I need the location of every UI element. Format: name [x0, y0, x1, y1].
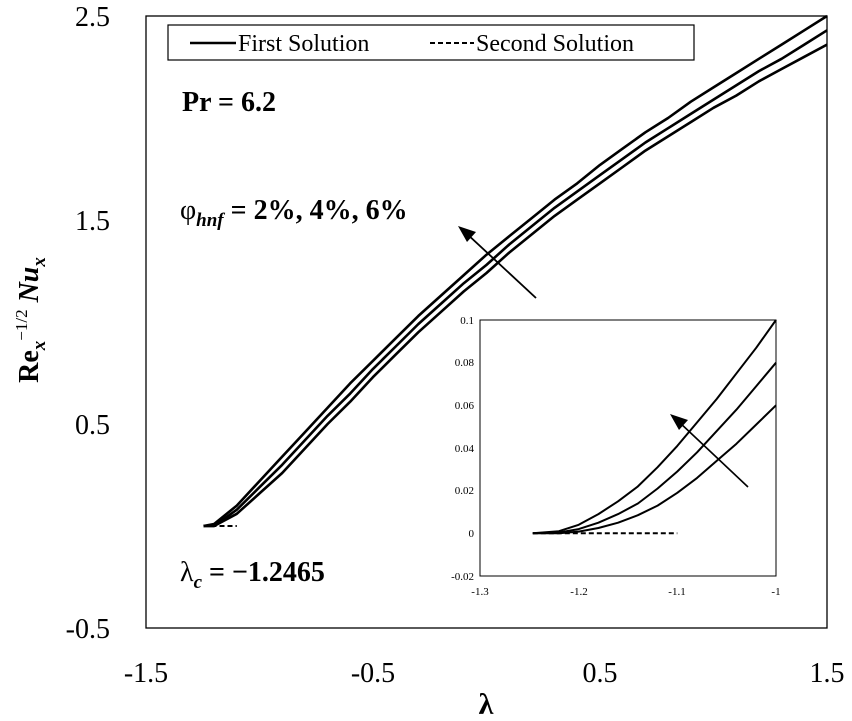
- main-series-group: [203, 14, 828, 528]
- y-tick-label: -0.5: [66, 614, 110, 645]
- first-solution-line-0: [203, 43, 828, 528]
- inset-arrow-head: [670, 414, 688, 430]
- y-tick-label: 1.5: [75, 206, 110, 237]
- main-increase-arrow: [458, 226, 537, 299]
- y-axis-label-rest: Nu: [14, 267, 45, 304]
- inset-x-tick-label: -1.2: [570, 586, 587, 598]
- y-tick-label: 0.5: [75, 410, 110, 441]
- inset-y-tick-label: 0.1: [460, 315, 474, 327]
- main-plot: 2.5 1.5 0.5 -0.5 -1.5 -0.5 0.5 1.5 λ Rex…: [12, 2, 845, 721]
- main-plot-frame: [145, 15, 828, 629]
- y-axis-label-rest-sub: x: [29, 257, 50, 268]
- first-solution-line-1: [532, 362, 777, 535]
- inset-increase-arrow: [670, 414, 749, 488]
- phi-symbol: φ: [180, 195, 196, 226]
- inset-y-tick-label: -0.02: [451, 571, 474, 583]
- x-tick-label: 1.5: [810, 658, 845, 689]
- y-axis-label-sub: x: [29, 340, 50, 351]
- main-arrow-shaft: [465, 232, 537, 299]
- inset-y-tick-label: 0: [469, 528, 475, 540]
- x-tick-label: -1.5: [124, 658, 168, 689]
- main-y-tick-labels: 2.5 1.5 0.5 -0.5: [66, 2, 110, 645]
- first-solution-line-2: [203, 14, 828, 528]
- inset-x-tick-label: -1.1: [668, 586, 685, 598]
- y-axis-label: Rex−1/2 Nux: [12, 257, 50, 383]
- main-arrow-head: [458, 226, 476, 242]
- inset-frame: [479, 319, 777, 577]
- main-x-tick-labels: -1.5 -0.5 0.5 1.5: [124, 658, 845, 689]
- x-tick-label: 0.5: [583, 658, 618, 689]
- inset-y-tick-labels: 0.1 0.08 0.06 0.04 0.02 0 -0.02: [451, 315, 474, 583]
- inset-y-tick-label: 0.02: [455, 485, 474, 497]
- lambda-subscript: c: [194, 572, 203, 593]
- first-solution-line-1: [203, 29, 828, 528]
- annotation-pr: Pr = 6.2: [182, 87, 276, 118]
- legend-label-first: First Solution: [238, 31, 369, 57]
- inset-y-tick-label: 0.06: [455, 400, 475, 412]
- y-tick-label: 2.5: [75, 2, 110, 33]
- inset-y-tick-label: 0.08: [455, 357, 475, 369]
- first-solution-line-2: [532, 319, 777, 535]
- lambda-value: = −1.2465: [202, 557, 325, 588]
- annotation-lambda-c: λc = −1.2465: [180, 557, 325, 593]
- x-axis-label: λ: [479, 688, 494, 721]
- inset-plot: 0.1 0.08 0.06 0.04 0.02 0 -0.02 -1.3 -1.…: [451, 315, 781, 598]
- first-solution-line-0: [532, 404, 777, 535]
- inset-x-tick-label: -1: [771, 586, 780, 598]
- y-axis-label-main: Re: [14, 350, 45, 383]
- inset-y-tick-label: 0.04: [455, 443, 475, 455]
- phi-subscript: hnf: [196, 210, 225, 231]
- inset-x-tick-labels: -1.3 -1.2 -1.1 -1: [471, 586, 780, 598]
- svg-text:Rex−1/2 Nux: Rex−1/2 Nux: [12, 257, 50, 383]
- lambda-symbol: λ: [180, 557, 194, 588]
- annotation-phi: φhnf = 2%, 4%, 6%: [180, 195, 408, 231]
- legend: First Solution Second Solution: [167, 24, 695, 61]
- x-tick-label: -0.5: [351, 658, 395, 689]
- inset-arrow-shaft: [677, 420, 749, 488]
- inset-series-group: [532, 319, 777, 535]
- inset-x-tick-label: -1.3: [471, 586, 489, 598]
- legend-label-second: Second Solution: [476, 31, 634, 57]
- y-axis-label-sup: −1/2: [12, 309, 31, 340]
- phi-values: = 2%, 4%, 6%: [224, 195, 408, 226]
